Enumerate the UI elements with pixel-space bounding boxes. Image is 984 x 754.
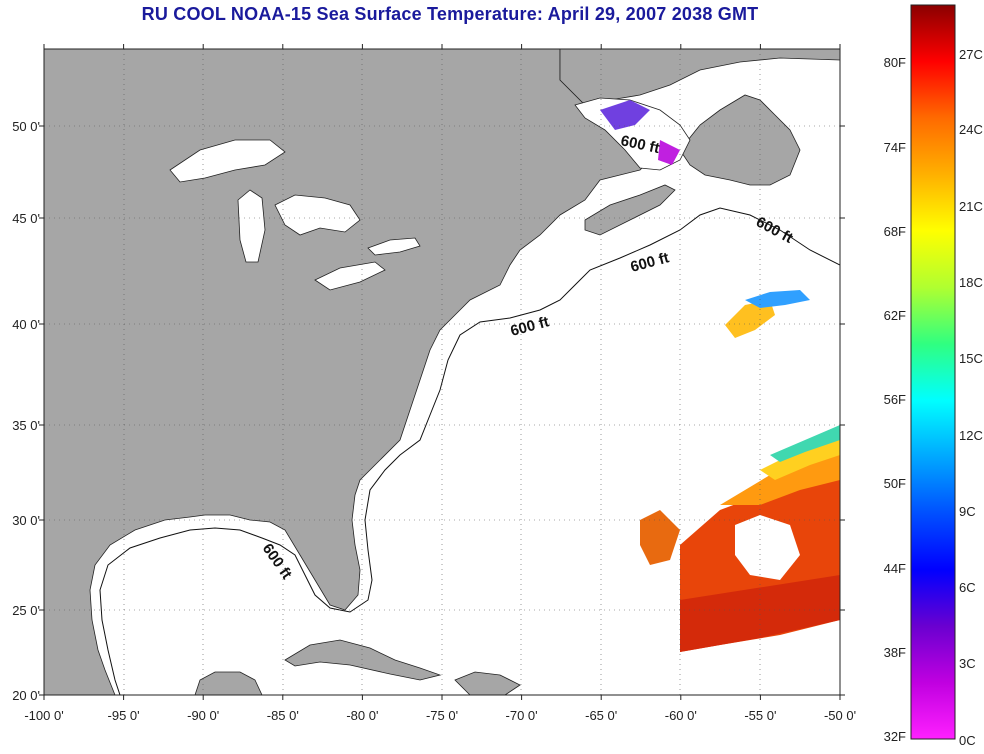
colorbar-c-label: 12C	[959, 428, 983, 443]
colorbar-f-label: 68F	[884, 224, 906, 239]
lat-tick-label: 25 0'	[12, 603, 40, 618]
colorbar-c-label: 3C	[959, 656, 976, 671]
great-lakes	[169, 139, 421, 291]
land-hispaniola	[454, 671, 521, 695]
colorbar-f-label: 56F	[884, 392, 906, 407]
colorbar-c-label: 18C	[959, 275, 983, 290]
lon-tick-label: -90 0'	[187, 708, 219, 723]
colorbar-c-label: 15C	[959, 351, 983, 366]
latitude-tick-labels: 50 0' 45 0' 40 0' 35 0' 30 0' 25 0' 20 0'	[12, 119, 845, 703]
map-title: RU COOL NOAA-15 Sea Surface Temperature:…	[141, 4, 759, 24]
colorbar-fahrenheit-labels: 80F 74F 68F 62F 56F 50F 44F 38F 32F	[884, 55, 906, 744]
land-nova-scotia	[584, 184, 676, 236]
land-cuba	[284, 639, 442, 681]
colorbar-f-label: 38F	[884, 645, 906, 660]
colorbar-c-label: 0C	[959, 733, 976, 748]
colorbar-bar	[910, 4, 956, 740]
colorbar-f-label: 44F	[884, 561, 906, 576]
contour-600ft	[99, 207, 840, 695]
lat-tick-label: 20 0'	[12, 688, 40, 703]
lon-tick-label: -75 0'	[426, 708, 458, 723]
lon-tick-label: -95 0'	[108, 708, 140, 723]
colorbar-f-label: 62F	[884, 308, 906, 323]
lat-tick-label: 50 0'	[12, 119, 40, 134]
colorbar-c-label: 27C	[959, 47, 983, 62]
sst-swath-south	[640, 425, 840, 652]
lon-tick-label: -65 0'	[585, 708, 617, 723]
colorbar-c-label: 9C	[959, 504, 976, 519]
colorbar-c-label: 24C	[959, 122, 983, 137]
lon-tick-label: -60 0'	[665, 708, 697, 723]
sst-patch-north	[600, 100, 810, 338]
lon-tick-label: -70 0'	[506, 708, 538, 723]
colorbar-f-label: 80F	[884, 55, 906, 70]
lon-tick-label: -50 0'	[824, 708, 856, 723]
colorbar: 80F 74F 68F 62F 56F 50F 44F 38F 32F 27C 24C 21C 18C…	[884, 4, 983, 748]
colorbar-f-label: 50F	[884, 476, 906, 491]
colorbar-f-label: 74F	[884, 140, 906, 155]
lat-tick-label: 35 0'	[12, 418, 40, 433]
colorbar-c-label: 21C	[959, 199, 983, 214]
lon-tick-label: -55 0'	[744, 708, 776, 723]
colorbar-celsius-labels: 27C 24C 21C 18C 15C 12C 9C 6C 3C 0C	[959, 47, 983, 748]
land-yucatan	[194, 671, 263, 695]
lat-tick-label: 40 0'	[12, 317, 40, 332]
colorbar-c-label: 6C	[959, 580, 976, 595]
colorbar-f-label: 32F	[884, 729, 906, 744]
land-labrador	[559, 49, 840, 106]
lat-tick-label: 45 0'	[12, 211, 40, 226]
lat-tick-label: 30 0'	[12, 513, 40, 528]
lon-tick-label: -100 0'	[24, 708, 63, 723]
longitude-tick-labels: -100 0' -95 0' -90 0' -85 0' -80 0' -75 0' -70…	[24, 44, 856, 723]
land-newfoundland	[679, 94, 801, 186]
lon-tick-label: -85 0'	[267, 708, 299, 723]
lon-tick-label: -80 0'	[346, 708, 378, 723]
